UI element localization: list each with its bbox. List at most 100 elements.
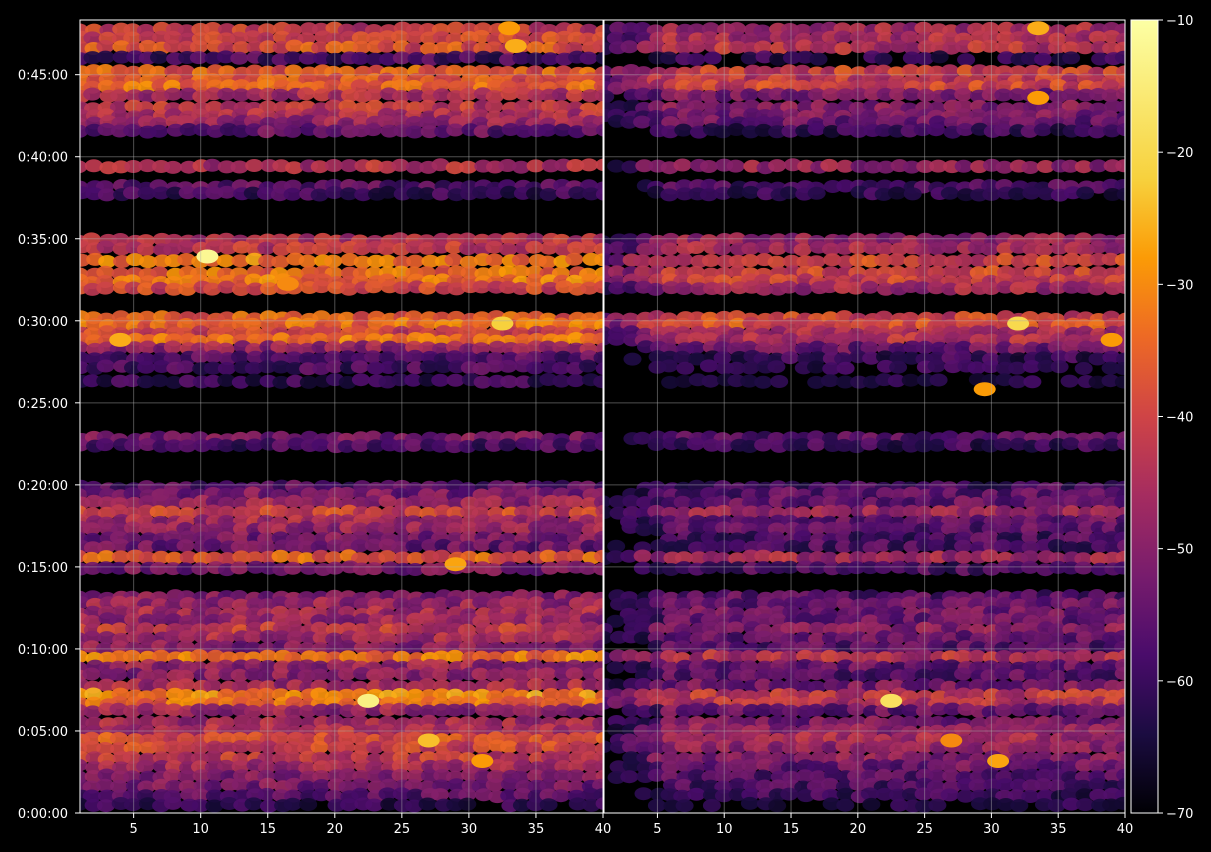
heatmap-cell [874,768,893,782]
heatmap-cell [835,530,854,544]
heatmap-cell [364,350,382,364]
heatmap-cell [793,438,812,452]
heatmap-cell [1062,505,1081,519]
heatmap-cell [244,361,263,375]
heatmap-cell [807,680,826,694]
heatmap-cell [311,642,330,655]
heatmap-cell [458,486,476,500]
heatmap-cell [807,760,826,774]
heatmap-cell [954,159,973,173]
heatmap-cell [474,788,493,802]
heatmap-cell [607,539,626,553]
heatmap-cell [901,621,920,635]
heatmap-cell [635,523,654,537]
heatmap-cell [808,521,826,535]
heatmap-cell [781,124,800,138]
heatmap-cell [541,281,560,295]
heatmap-cell [1037,359,1056,373]
heatmap-cell [404,505,423,519]
heatmap-cell [915,340,934,354]
heatmap-cell [405,125,424,139]
heatmap-cell [850,375,869,389]
heatmap-cell [460,550,479,564]
heatmap-cell [418,281,437,295]
heatmap-cell [230,540,249,554]
heatmap-cell [1022,280,1041,294]
heatmap-cell [325,703,344,717]
heatmap-cell [245,159,264,172]
heatmap-cell [364,88,383,102]
heatmap-cell [540,705,559,718]
heatmap-cell [930,254,949,268]
heatmap-cell [967,563,986,577]
heatmap-cell [703,51,722,65]
heatmap-cell [1074,649,1092,663]
heatmap-cell [1104,242,1123,256]
heatmap-cell [565,252,584,266]
heatmap-cell [686,115,705,129]
heatmap-cell [929,159,948,173]
heatmap-cell [806,703,825,717]
heatmap-cell [902,51,921,65]
heatmap-cell [914,677,933,691]
heatmap-cell [283,51,302,65]
heatmap-cell [646,282,665,296]
heatmap-cell [864,87,882,101]
heatmap-cell [1007,742,1026,756]
heatmap-cell [310,188,329,202]
heatmap-cell [1050,360,1069,374]
heatmap-cell [982,30,1001,44]
heatmap-cell [660,88,679,102]
heatmap-cell [512,540,531,554]
heatmap-cell [204,361,222,375]
heatmap-cell [351,732,370,745]
heatmap-cell [1062,703,1081,717]
heatmap-cell [95,438,114,452]
heatmap-hotspot [471,754,494,768]
heatmap-cell [807,438,826,452]
heatmap-cell [1048,438,1067,451]
heatmap-cell [608,241,627,255]
heatmap-cell [729,79,748,93]
heatmap-cell [299,375,318,389]
heatmap-cell [123,521,142,535]
heatmap-cell [393,731,412,745]
heatmap-cell [822,242,840,256]
heatmap-cell [1115,741,1125,755]
heatmap-cell [553,769,572,783]
heatmap-cell [699,359,718,373]
heatmap-cell [662,521,681,535]
heatmap-cell [231,254,250,268]
heatmap-cell [660,188,679,202]
heatmap-cell [163,487,182,501]
heatmap-cell [793,631,812,645]
heatmap-cell [418,678,437,692]
heatmap-cell [217,496,236,510]
heatmap-cell [1074,362,1093,375]
heatmap-cell [780,650,799,664]
heatmap-cell [662,32,681,46]
heatmap-cell [431,439,450,453]
heatmap-cell [137,186,156,200]
heatmap-cell [727,374,746,388]
heatmap-cell [192,186,211,200]
heatmap-cell [432,342,451,356]
heatmap-cell [849,777,868,791]
heatmap-cell [553,741,572,755]
heatmap-cell [218,552,237,566]
heatmap-cell [1104,613,1123,627]
heatmap-cell [861,561,880,575]
heatmap-cell [460,531,478,544]
heatmap-cell [351,778,370,792]
heatmap-cell [311,340,330,354]
heatmap-cell [593,562,603,576]
heatmap-cell [1087,705,1106,719]
heatmap-cell [312,362,331,376]
heatmap-cell [378,787,397,801]
heatmap-cell [1047,623,1066,637]
heatmap-cell [258,360,277,374]
heatmap-cell [123,31,142,45]
heatmap-cell [192,769,211,783]
heatmap-cell [390,702,409,716]
heatmap-cell [353,597,372,611]
